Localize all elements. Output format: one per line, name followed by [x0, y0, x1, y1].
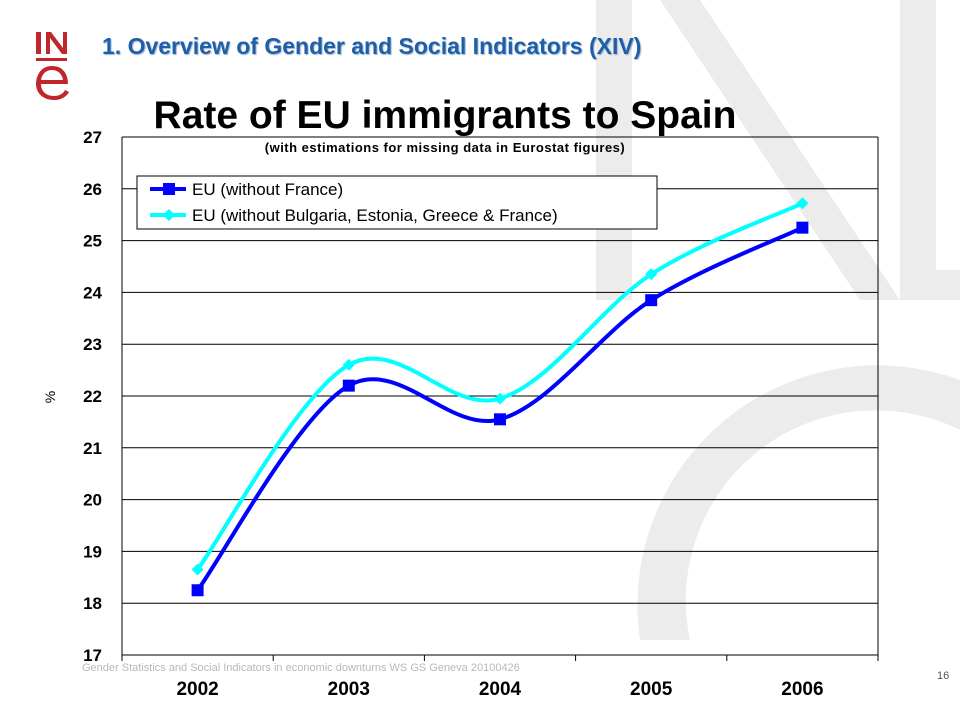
- series-layer: [191, 197, 809, 597]
- y-tick-label-6: 23: [83, 335, 102, 354]
- x-tick-label-3: 2005: [630, 679, 673, 700]
- y-tick-label-5: 22: [83, 387, 102, 406]
- series-1-point-1: [342, 358, 355, 371]
- series-0-point-3: [645, 294, 658, 307]
- chart-legend: EU (without France) EU (without Bulgaria,…: [136, 175, 658, 230]
- y-axis-label: %: [42, 391, 58, 403]
- y-tick-label-4: 21: [83, 439, 102, 458]
- series-1-point-3: [645, 268, 658, 281]
- legend-label-0: EU (without France): [192, 180, 343, 199]
- series-1-point-2: [494, 392, 506, 405]
- y-tick-label-3: 20: [83, 491, 102, 510]
- legend-marker-1: [163, 209, 175, 221]
- y-tick-label-8: 25: [83, 232, 102, 251]
- ine-logo: [30, 26, 78, 106]
- x-tick-label-1: 2003: [328, 679, 370, 700]
- series-0-point-1: [342, 379, 355, 392]
- chart-subtitle: (with estimations for missing data in Eu…: [265, 140, 626, 155]
- series-0-point-0: [191, 584, 204, 597]
- x-tick-label-2: 2004: [479, 679, 522, 700]
- legend-marker-0: [163, 183, 175, 195]
- slide-title: 1. Overview of Gender and Social Indicat…: [102, 33, 642, 59]
- plot-frame: [121, 137, 879, 661]
- x-tick-labels: 2002 2003 2004 2005 2006: [176, 679, 823, 700]
- y-tick-labels: 17 18 19 20 21 22 23 24 25 26 27: [83, 128, 102, 665]
- gridlines: [122, 136, 878, 604]
- x-tick-label-0: 2002: [176, 679, 218, 700]
- series-0-point-2: [494, 413, 506, 426]
- y-tick-label-7: 24: [83, 283, 102, 302]
- y-tick-label-0: 17: [83, 646, 102, 665]
- slide-footer: Gender Statistics and Social Indicators …: [82, 662, 520, 674]
- series-line-0: [195, 225, 804, 592]
- page-number: 16: [937, 670, 950, 682]
- series-0-point-4: [796, 221, 809, 234]
- chart-title: Rate of EU immigrants to Spain: [154, 94, 737, 137]
- x-tick-label-4: 2006: [781, 679, 823, 700]
- legend-label-1: EU (without Bulgaria, Estonia, Greece & …: [192, 206, 558, 225]
- y-tick-label-1: 18: [83, 594, 102, 613]
- y-tick-label-2: 19: [83, 542, 102, 561]
- legend-box: [136, 175, 658, 230]
- series-line-1: [195, 201, 804, 571]
- series-1-point-0: [191, 563, 204, 576]
- y-tick-label-9: 26: [83, 180, 102, 199]
- series-1-point-4: [796, 197, 809, 210]
- y-tick-label-10: 27: [83, 128, 102, 147]
